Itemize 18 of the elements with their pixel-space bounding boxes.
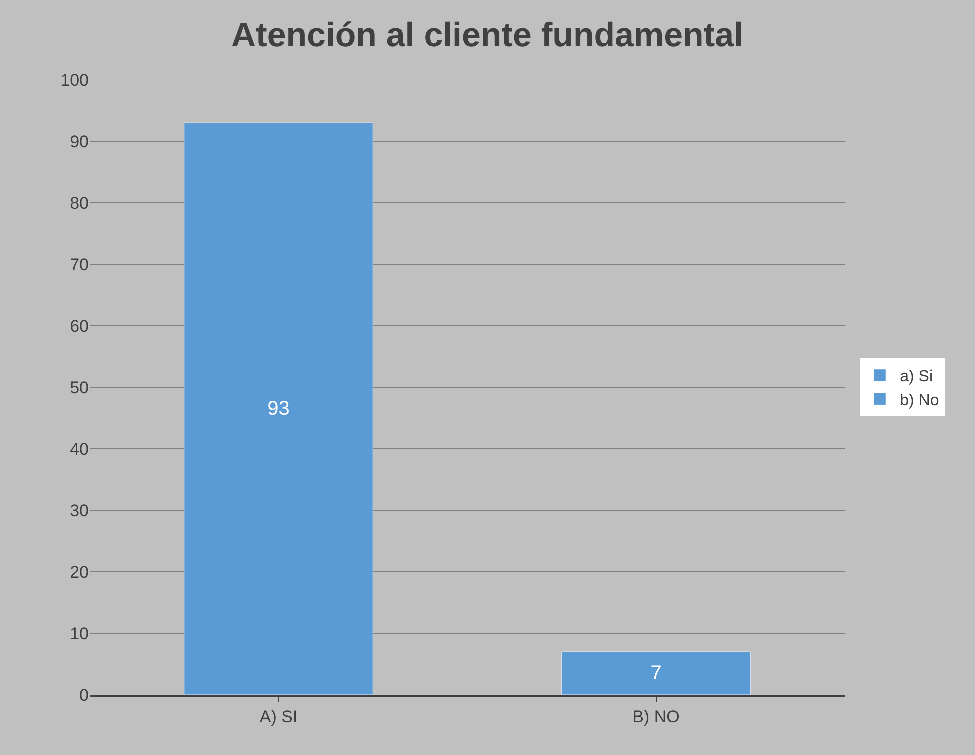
y-tick-label: 20 — [70, 562, 89, 582]
y-tick-label: 80 — [70, 194, 89, 213]
legend-label: a) Si — [900, 368, 934, 386]
y-tick-label: 90 — [70, 132, 89, 152]
y-tick-label: 30 — [70, 501, 89, 520]
y-tick-label: 70 — [70, 255, 89, 274]
data-label: 93 — [268, 398, 290, 420]
x-tick-label: B) NO — [632, 707, 680, 726]
y-tick-label: 60 — [70, 316, 89, 336]
legend-label: b) No — [900, 392, 940, 410]
y-tick-label: 0 — [80, 686, 89, 705]
y-tick-label: 50 — [70, 378, 89, 398]
y-tick-label: 40 — [70, 440, 89, 459]
data-label: 7 — [650, 662, 662, 684]
chart-title: Atención al cliente fundamental — [232, 16, 744, 54]
y-tick-label: 100 — [60, 70, 89, 90]
x-tick-label: A) SI — [260, 707, 298, 726]
y-tick-label: 10 — [70, 624, 89, 644]
